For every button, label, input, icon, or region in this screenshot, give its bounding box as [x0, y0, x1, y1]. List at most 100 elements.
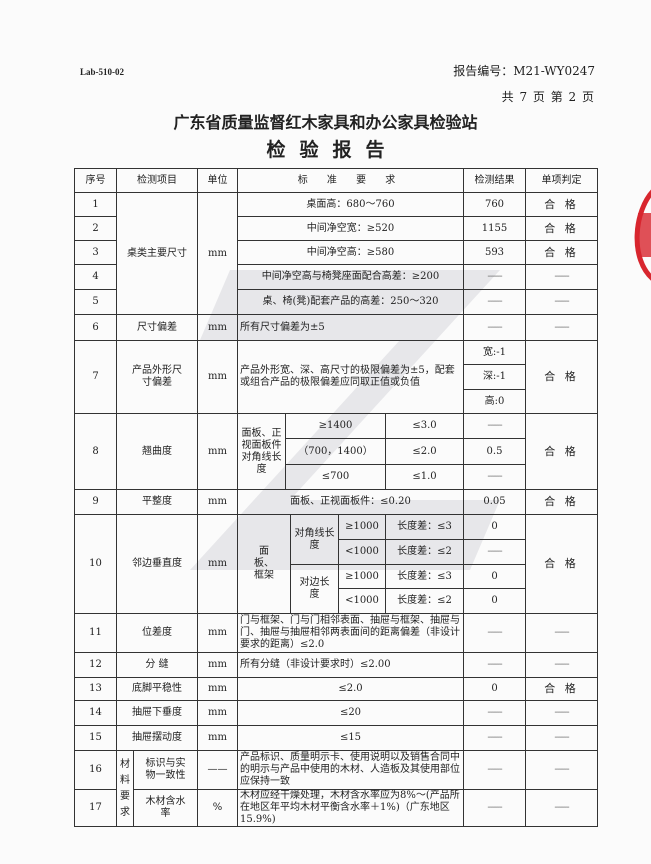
page-title: 检验报告 [266, 139, 399, 161]
sub-label: 对边长度 [290, 564, 339, 614]
row-no: 6 [74, 314, 117, 341]
col-standard: 标 准 要 求 [237, 168, 464, 193]
table-row: 15 抽屉摆动度 mm ≤15 ------ ------ [74, 725, 598, 751]
verdict: 合 格 [525, 514, 598, 614]
col-item: 检测项目 [116, 168, 198, 193]
standard: 产品外形宽、深、高尺寸的极限偏差为±5，配套或组合产品的极限偏差应同取正值或负值 [237, 340, 464, 414]
col-verdict: 单项判定 [525, 168, 598, 193]
verdict: ------ [525, 613, 598, 653]
unit: mm [197, 725, 238, 751]
row-no: 3 [74, 240, 117, 265]
standard: 门与框架、门与门相邻表面、抽屉与框架、抽屉与门、抽屉与抽屉相邻两表面间的距离偏差… [237, 613, 464, 653]
row-no: 5 [74, 289, 117, 315]
lab-code: Lab-510-02 [80, 67, 125, 77]
red-stamp-icon [634, 189, 651, 281]
unit: mm [197, 652, 238, 678]
item-name: 桌类主要尺寸 [116, 192, 198, 315]
standard: 中间净空宽：≥520 [237, 216, 464, 241]
standard: 所有分缝（非设计要求时）≤2.00 [237, 652, 464, 678]
table-row: <1000 长度差：≤2 ------ [75, 539, 598, 565]
row-no: 9 [74, 489, 117, 515]
standard: 中间净空高与椅凳座面配合高差：≥200 [237, 264, 464, 290]
table-row: 12 分 缝 mm 所有分缝（非设计要求时）≤2.00 ------ -----… [74, 652, 598, 678]
verdict: ------ [525, 700, 598, 726]
unit: —— [197, 750, 238, 790]
result: 宽:-1 [463, 340, 526, 365]
row-no: 16 [74, 750, 117, 790]
row-no: 17 [74, 789, 117, 827]
result: 0.5 [463, 438, 526, 465]
limit: ≤2.0 [385, 438, 464, 465]
row-no: 1 [74, 192, 117, 217]
result: ------ [463, 264, 526, 290]
table-row: 4 中间净空高与椅凳座面配合高差：≥200 ------ ------ [74, 264, 598, 290]
verdict: 合 格 [525, 677, 598, 701]
verdict: 合 格 [525, 192, 598, 217]
item-name: 产品外形尺寸偏差 [116, 340, 198, 414]
result: ------ [463, 539, 526, 565]
row-no: 10 [74, 514, 117, 614]
item-name: 平整度 [116, 489, 198, 515]
table-row: ≤700 ≤1.0 ------ [75, 464, 598, 490]
standard: 产品标识、质量明示卡、使用说明以及销售合同中的明示与产品中使用的木材、人造板及其… [237, 750, 464, 790]
table-row: 8 翘曲度 mm 面板、正视面板件对角线长度 ≥1400 ≤3.0 ------… [74, 413, 598, 490]
range: ≤700 [285, 464, 386, 490]
verdict: 合 格 [525, 489, 598, 515]
result: 0 [463, 588, 526, 614]
col-result: 检测结果 [463, 168, 526, 193]
verdict: 合 格 [525, 216, 598, 241]
group-label: 材料要求 [116, 750, 134, 827]
unit: mm [197, 192, 238, 315]
standard: 面板、正视面板件：≤0.20 [237, 489, 464, 515]
range: <1000 [338, 539, 386, 565]
result: ------ [463, 789, 526, 827]
table-row: 13 底脚平稳性 mm ≤2.0 0 合 格 [74, 677, 598, 701]
item-name: 翘曲度 [116, 413, 198, 490]
row-no: 8 [74, 413, 117, 490]
table-row: 10 邻边垂直度 mm 面板、框架 对角线长度 ≥1000 长度差：≤3 0 合… [74, 514, 598, 614]
verdict: 合 格 [525, 240, 598, 265]
limit: ≤1.0 [385, 464, 464, 490]
unit: % [197, 789, 238, 827]
organization-name: 广东省质量监督红木家具和办公家具检验站 [173, 113, 478, 132]
table-row: 9 平整度 mm 面板、正视面板件：≤0.20 0.05 合 格 [74, 489, 598, 515]
row-no: 2 [74, 216, 117, 241]
sub-label: 面板、框架 [237, 514, 291, 614]
unit: mm [197, 413, 238, 490]
standard: 所有尺寸偏差为±5 [237, 314, 464, 341]
report-number: 报告编号：M21-WY0247 [453, 64, 595, 78]
standard: 桌面高：680～760 [237, 192, 464, 217]
table-row: 1 桌类主要尺寸 mm 桌面高：680～760 760 合 格 [74, 192, 598, 315]
verdict: 合 格 [525, 340, 598, 414]
item-name: 邻边垂直度 [116, 514, 198, 614]
result: 0.05 [463, 489, 526, 515]
page-count: 共 7 页 第 2 页 [501, 90, 595, 104]
result: 0 [463, 677, 526, 701]
unit: mm [197, 613, 238, 653]
standard: ≤15 [237, 725, 464, 751]
result: 高:0 [463, 389, 526, 414]
result: 593 [463, 240, 526, 265]
item-name: 位差度 [116, 613, 198, 653]
table-header: 序号 检测项目 单位 标 准 要 求 检测结果 单项判定 [74, 168, 598, 193]
unit: mm [197, 489, 238, 515]
result: 0 [463, 564, 526, 589]
result: ------ [463, 413, 526, 439]
row-no: 15 [74, 725, 117, 751]
item-name: 标识与实物一致性 [133, 750, 198, 790]
verdict: ------ [525, 789, 598, 827]
item-name: 抽屉摆动度 [116, 725, 198, 751]
standard: 桌、椅(凳)配套产品的高差：250～320 [237, 289, 464, 315]
col-unit: 单位 [197, 168, 238, 193]
result: ------ [463, 613, 526, 653]
table-row: 14 抽屉下垂度 mm ≤20 ------ ------ [74, 700, 598, 726]
result: 1155 [463, 216, 526, 241]
range: （700，1400） [285, 438, 386, 465]
limit: ≤3.0 [385, 413, 464, 439]
verdict: ------ [525, 652, 598, 678]
verdict: ------ [525, 314, 598, 341]
verdict: ------ [525, 725, 598, 751]
result: ------ [463, 289, 526, 315]
row-no: 4 [74, 264, 117, 290]
